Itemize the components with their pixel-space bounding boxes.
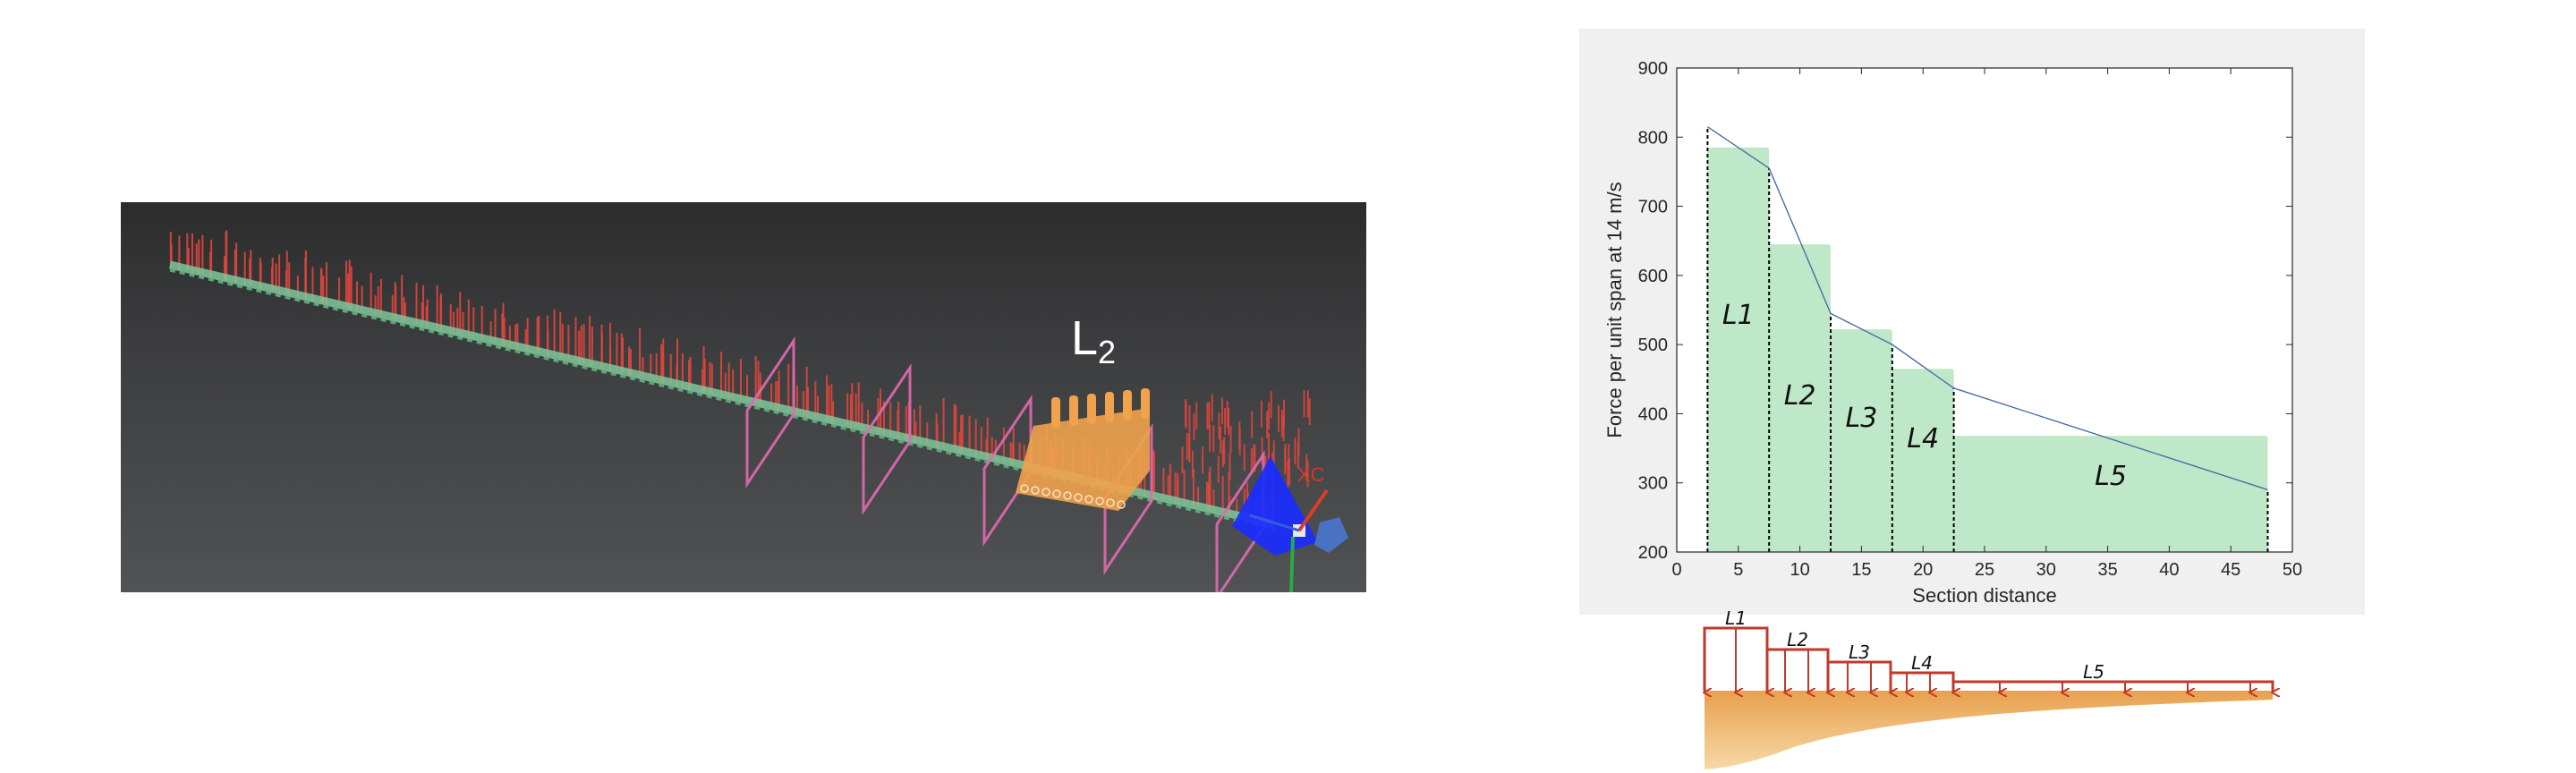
section-plane <box>745 336 795 488</box>
highlight-mesh-fin <box>1141 388 1150 419</box>
force-line-series <box>1707 126 2268 491</box>
highlight-mesh-fin <box>1105 392 1114 422</box>
fea-3d-viewport[interactable]: XC L2 <box>121 202 1366 592</box>
chart-svg: L1 L2 L3 L4 L5 0 5 10 15 20 25 30 35 40 45 50 200 300 40… <box>1603 59 2302 607</box>
blade-load-diagram: L1 L2 L3 L4 L5 <box>1696 608 2295 773</box>
highlight-mesh-node <box>1020 484 1029 493</box>
highlight-mesh-node <box>1095 497 1104 505</box>
y-axis-label: Force per unit span at 14 m/s <box>1603 182 1626 437</box>
highlight-mesh-body <box>1016 408 1150 511</box>
load-label-l4: L4 <box>1911 652 1933 674</box>
section-plane <box>1103 423 1153 575</box>
bar-l1 <box>1707 147 1770 552</box>
highlighted-section-mesh <box>1016 388 1150 511</box>
section-label-l2: L2 <box>1071 311 1116 370</box>
y-tick-label: 800 <box>1638 128 1668 148</box>
blade-profile <box>1705 691 2273 769</box>
force-distribution-chart: L1 L2 L3 L4 L5 0 5 10 15 20 25 30 35 40 45 50 200 300 40… <box>1579 29 2365 615</box>
x-tick-label: 35 <box>2097 560 2117 580</box>
triad-y-axis <box>1289 536 1295 592</box>
bar-label-l5: L5 <box>2095 461 2127 492</box>
triad-z-axis <box>1249 514 1300 532</box>
highlight-mesh-node <box>1063 491 1072 500</box>
section-plane <box>1215 450 1265 592</box>
highlight-mesh-node <box>1084 495 1093 504</box>
x-axis-label: Section distance <box>1912 584 2056 607</box>
bar-handwritten-labels: L1 L2 L3 L4 L5 <box>1722 300 2127 492</box>
section-plane <box>982 395 1033 547</box>
beam-diagram-svg: L1 L2 L3 L4 L5 <box>1696 608 2295 769</box>
highlight-mesh-node <box>1031 486 1040 495</box>
bar-label-l1: L1 <box>1722 300 1755 331</box>
x-tick-label: 30 <box>2036 560 2056 580</box>
bar-label-l2: L2 <box>1784 380 1816 412</box>
highlight-mesh-node <box>1117 500 1126 509</box>
x-tick-label: 25 <box>1975 560 1994 580</box>
load-label-l2: L2 <box>1787 629 1808 650</box>
bar-label-l4: L4 <box>1907 423 1939 454</box>
highlight-mesh-node <box>1041 488 1050 497</box>
y-tick-label: 300 <box>1638 474 1668 494</box>
x-tick-label: 50 <box>2283 560 2302 580</box>
load-block-outline <box>1826 660 1892 691</box>
blade-model-render: XC L2 <box>168 230 1348 592</box>
highlight-mesh-fin <box>1123 390 1132 420</box>
bar-l4 <box>1892 369 1954 552</box>
load-label-l1: L1 <box>1725 608 1747 629</box>
x-tick-label: 0 <box>1671 560 1681 580</box>
y-axis-ticks: 200 300 400 500 600 700 800 900 <box>1638 59 2292 563</box>
load-block-outline <box>1889 671 1955 691</box>
x-tick-label: 45 <box>2221 560 2240 580</box>
highlight-mesh-node <box>1106 498 1115 507</box>
bar-l2 <box>1769 244 1831 552</box>
y-tick-label: 700 <box>1638 198 1668 217</box>
bar-l3 <box>1831 329 1892 552</box>
root-fixture <box>1232 456 1348 592</box>
bar-label-l3: L3 <box>1845 403 1877 434</box>
y-tick-label: 200 <box>1638 543 1668 563</box>
section-dividers <box>1706 126 2269 552</box>
x-tick-label: 5 <box>1733 560 1743 580</box>
section-planes <box>745 336 1265 592</box>
load-block-outline <box>1765 648 1830 691</box>
highlight-mesh-fin <box>1069 395 1078 426</box>
x-tick-label: 40 <box>2159 560 2179 580</box>
y-tick-label: 900 <box>1638 59 1668 79</box>
x-tick-label: 15 <box>1851 560 1871 580</box>
y-tick-label: 400 <box>1638 404 1668 424</box>
xc-axis-label: XC <box>1297 463 1325 486</box>
highlight-mesh-fin <box>1051 397 1060 428</box>
highlight-mesh-fin <box>1087 394 1096 424</box>
load-label-l5: L5 <box>2083 661 2104 683</box>
bar-l5 <box>1953 436 2268 552</box>
load-label-l3: L3 <box>1849 641 1870 663</box>
x-axis-ticks: 0 5 10 15 20 25 30 35 40 45 50 <box>1671 68 2302 580</box>
triad-x-axis <box>1297 488 1329 532</box>
highlight-mesh-node <box>1052 489 1061 498</box>
highlight-mesh-node <box>1074 493 1083 502</box>
x-tick-label: 10 <box>1790 560 1809 580</box>
load-blocks: L1 L2 L3 L4 L5 <box>1705 608 2273 692</box>
y-tick-label: 500 <box>1638 336 1668 355</box>
y-tick-label: 600 <box>1638 267 1668 286</box>
section-plane <box>862 363 912 515</box>
root-cylinder <box>1314 517 1348 553</box>
load-block-outline <box>1951 680 2274 691</box>
x-tick-label: 20 <box>1913 560 1933 580</box>
